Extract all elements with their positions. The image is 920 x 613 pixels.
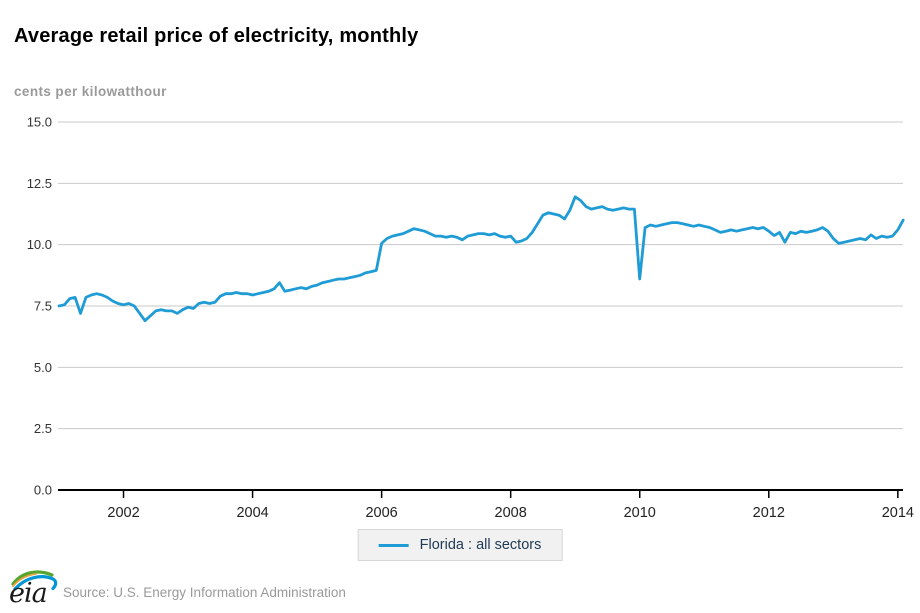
y-tick-label: 7.5 (34, 299, 52, 314)
chart-title: Average retail price of electricity, mon… (14, 25, 419, 47)
x-tick-label: 2006 (365, 505, 397, 521)
y-tick-label: 10.0 (27, 237, 52, 252)
x-tick-label: 2004 (236, 505, 268, 521)
eia-logo-blue-swoosh-icon (13, 575, 58, 591)
x-tick-label: 2010 (624, 505, 656, 521)
y-tick-label: 15.0 (27, 115, 52, 130)
x-tick-label: 2012 (753, 505, 785, 521)
y-tick-label: 5.0 (34, 360, 52, 375)
eia-logo-text: eia (9, 578, 47, 608)
series-line-swatch (378, 543, 409, 547)
series-line-florida-all-sectors (57, 195, 905, 323)
y-tick-label: 12.5 (27, 176, 52, 191)
eia-logo-green-swoosh-icon (11, 570, 54, 586)
x-tick-label: 2008 (495, 505, 527, 521)
legend: Florida : all sectors (357, 529, 563, 561)
eia-logo-yellow-swoosh-icon (12, 573, 37, 587)
legend-label: Florida : all sectors (419, 537, 542, 553)
x-tick-label: 2002 (107, 505, 139, 521)
y-tick-label: 2.5 (34, 421, 52, 436)
eia-logo: eia (9, 570, 58, 608)
y-tick-label: 0.0 (34, 483, 52, 498)
source-text: Source: U.S. Energy Information Administ… (63, 585, 346, 600)
legend-item-florida-all-sectors[interactable]: Florida : all sectors (357, 529, 563, 561)
x-tick-label: 2014 (882, 505, 914, 521)
y-axis-unit-label: cents per kilowatthour (14, 84, 167, 99)
footer: eia Source: U.S. Energy Information Admi… (0, 564, 920, 613)
